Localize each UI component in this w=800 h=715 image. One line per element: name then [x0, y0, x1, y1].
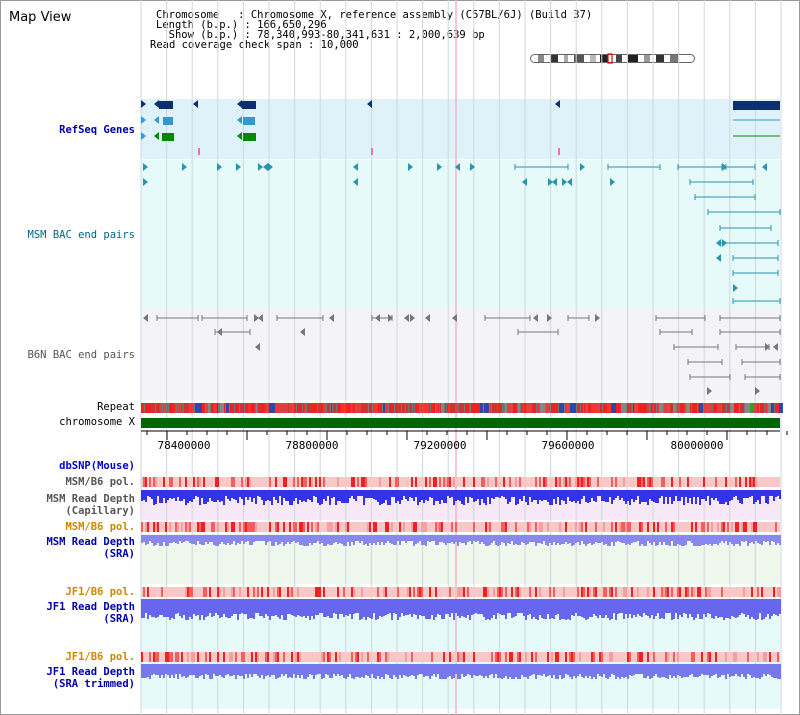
coverage-line: Read coverage check span : 10,000	[150, 39, 359, 51]
msm-b6-pol-label-1: MSM/B6 pol.	[65, 476, 135, 488]
jf1-depth-sra-label: JF1 Read Depth (SRA)	[46, 601, 135, 625]
map-view-title: Map View	[9, 10, 72, 25]
jf1-depth-trimmed-label: JF1 Read Depth (SRA trimmed)	[46, 666, 135, 690]
chromosome-ideogram[interactable]	[530, 53, 695, 64]
repeat-label: Repeat	[97, 401, 135, 413]
msm-b6-pol-label-2: MSM/B6 pol.	[65, 521, 135, 533]
chromosome-line: Chromosome : Chromosome X, reference ass…	[156, 9, 593, 21]
show-line: Show (b.p.) : 78,340,993-80,341,631 : 2,…	[156, 29, 485, 41]
jf1-b6-pol-label-1: JF1/B6 pol.	[65, 586, 135, 598]
msm-bac-label[interactable]: MSM BAC end pairs	[27, 229, 135, 241]
dbsnp-label[interactable]: dbSNP(Mouse)	[59, 460, 135, 472]
region-info: Chromosome : Chromosome X, reference ass…	[150, 9, 593, 51]
msm-depth-sra-label: MSM Read Depth (SRA)	[46, 536, 135, 560]
msm-depth-capillary-label: MSM Read Depth (Capillary)	[46, 493, 135, 517]
length-line: Length (b.p.) : 166,650,296	[156, 19, 327, 31]
chromosome-label: chromosome X	[59, 416, 135, 428]
b6n-bac-label[interactable]: B6N BAC end pairs	[27, 349, 135, 361]
jf1-b6-pol-label-2: JF1/B6 pol.	[65, 651, 135, 663]
refseq-genes-label[interactable]: RefSeq Genes	[59, 124, 135, 136]
